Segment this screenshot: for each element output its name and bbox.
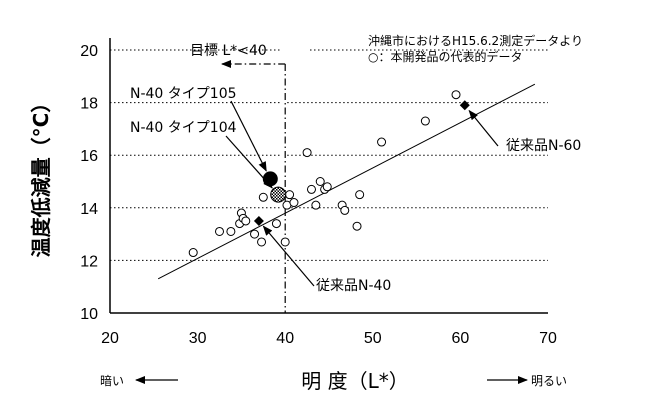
plot-area: 10 12 14 16 18 20 20 30 40 50 60 70 N-40 タイプ105 N-40 … bbox=[80, 38, 581, 347]
data-point bbox=[302, 148, 312, 158]
data-point bbox=[311, 200, 321, 210]
data-point bbox=[377, 137, 387, 147]
data-point-diamond bbox=[459, 100, 470, 111]
x-tick-label: 60 bbox=[452, 330, 470, 347]
data-point bbox=[451, 90, 461, 100]
data-point bbox=[271, 219, 281, 229]
y-tick-label: 12 bbox=[80, 253, 98, 270]
y-tick-label: 18 bbox=[80, 96, 98, 113]
x-tick-label: 30 bbox=[189, 330, 207, 347]
y-axis-label: 温度低減量（°C） bbox=[29, 93, 53, 258]
data-point bbox=[258, 192, 268, 202]
data-point bbox=[250, 229, 260, 239]
trend-line bbox=[157, 83, 536, 280]
y-tick-label: 10 bbox=[80, 306, 98, 323]
data-point bbox=[257, 237, 267, 247]
data-point bbox=[215, 226, 224, 236]
data-point-type104 bbox=[270, 186, 287, 203]
data-point bbox=[188, 248, 198, 258]
y-tick-label: 16 bbox=[80, 148, 98, 165]
data-point bbox=[226, 226, 236, 236]
data-point bbox=[280, 237, 290, 247]
data-point bbox=[306, 184, 316, 194]
source-note: 沖縄市におけるH15.6.2測定データより bbox=[368, 33, 583, 48]
data-point bbox=[352, 221, 362, 231]
data-point bbox=[289, 198, 299, 208]
annotation-label: 従来品N-40 bbox=[316, 278, 391, 294]
annotation-label: N-40 タイプ104 bbox=[130, 120, 237, 136]
annotation-arrow bbox=[262, 225, 315, 287]
y-tick-label: 20 bbox=[80, 43, 98, 60]
legend-note: ○：本開発品の代表的データ bbox=[368, 49, 522, 64]
x-axis-label: 明 度（L*） bbox=[301, 369, 409, 393]
y-tick-label: 14 bbox=[80, 201, 98, 218]
annotation-label: 従来品N-60 bbox=[506, 138, 581, 154]
x-left-hint: 暗い bbox=[100, 373, 124, 388]
x-tick-label: 20 bbox=[101, 330, 119, 347]
annotation-arrow bbox=[468, 109, 499, 147]
x-tick-label: 40 bbox=[276, 330, 294, 347]
x-tick-label: 50 bbox=[364, 330, 382, 347]
data-point bbox=[420, 116, 430, 126]
x-tick-label: 70 bbox=[539, 330, 557, 347]
data-point-type105 bbox=[262, 171, 278, 187]
data-point bbox=[285, 190, 295, 200]
data-point-diamond bbox=[253, 215, 264, 226]
data-point bbox=[340, 205, 350, 215]
data-point bbox=[355, 190, 365, 200]
x-right-hint: 明るい bbox=[531, 374, 567, 388]
annotation-arrow bbox=[225, 135, 273, 189]
data-point bbox=[322, 182, 332, 192]
data-point bbox=[315, 177, 325, 186]
data-point bbox=[241, 216, 251, 226]
annotation-arrow bbox=[230, 100, 267, 172]
annotation-label: N-40 タイプ105 bbox=[130, 86, 237, 102]
target-label: 目標 L*<40 bbox=[190, 43, 267, 59]
